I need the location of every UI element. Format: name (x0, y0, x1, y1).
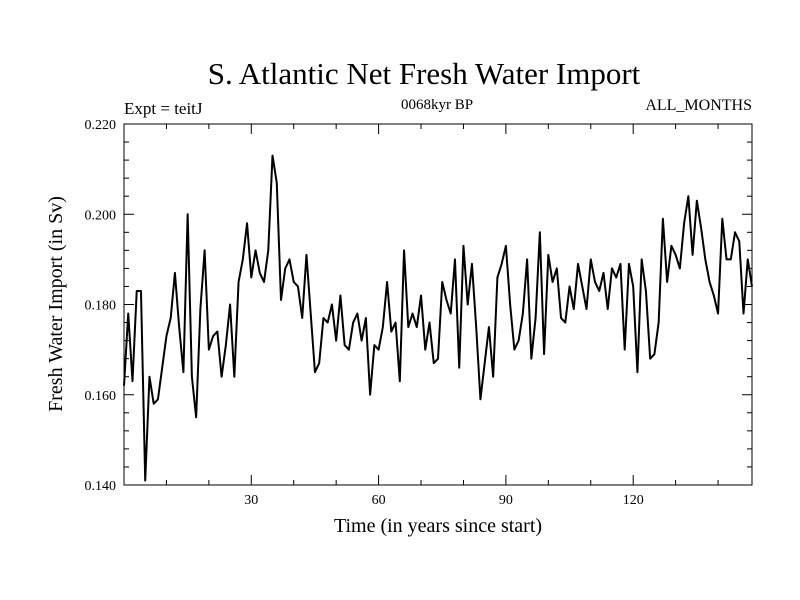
x-axis-label: Time (in years since start) (334, 515, 542, 537)
months-label: ALL_MONTHS (645, 97, 752, 114)
experiment-label: Expt = teitJ (124, 99, 203, 118)
x-tick-label: 30 (244, 493, 258, 508)
y-tick-label: 0.140 (85, 479, 117, 494)
series-line (123, 154, 753, 482)
chart-title: S. Atlantic Net Fresh Water Import (208, 56, 641, 91)
plot-frame (123, 123, 753, 486)
y-tick-label: 0.160 (85, 389, 117, 404)
y-axis: 0.140 0.160 0.180 0.200 0.220 (85, 118, 752, 494)
x-tick-label: 90 (499, 493, 513, 508)
y-tick-label: 0.220 (85, 118, 117, 133)
x-axis: 30 60 90 120 (165, 124, 719, 508)
y-tick-label: 0.180 (85, 299, 117, 314)
x-tick-label: 60 (372, 493, 386, 508)
y-tick-label: 0.200 (85, 208, 117, 223)
period-label: 0068kyr BP (401, 97, 473, 113)
x-tick-label: 120 (623, 493, 644, 508)
y-axis-label: Fresh Water Import (in Sv) (45, 196, 67, 412)
